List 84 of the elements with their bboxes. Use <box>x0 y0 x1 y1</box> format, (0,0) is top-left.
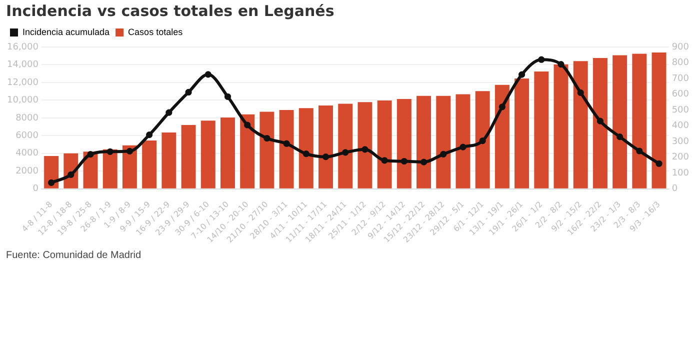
y-tick-label: 6000 <box>16 130 39 141</box>
y2-tick-label: 700 <box>672 74 690 84</box>
point <box>244 122 251 128</box>
y-tick-label: 4000 <box>16 148 39 159</box>
y2-tick-label: 500 <box>672 105 690 116</box>
point <box>420 158 428 166</box>
y2-tick-label: 300 <box>672 136 690 147</box>
point <box>126 148 134 154</box>
point <box>264 134 270 142</box>
point <box>400 158 408 165</box>
bar <box>200 120 216 188</box>
point <box>68 171 74 178</box>
point <box>518 71 526 78</box>
bar <box>298 108 314 188</box>
legend-label: Casos totales <box>128 26 184 37</box>
bar <box>475 91 490 188</box>
point <box>185 88 192 96</box>
bar <box>102 149 118 188</box>
y2-tick-label: 100 <box>672 168 690 178</box>
point <box>558 61 564 68</box>
y2-tick-label: 400 <box>672 121 690 132</box>
point <box>498 104 506 110</box>
y-tick-label: 16,000 <box>6 42 39 52</box>
bar <box>260 112 274 188</box>
bar <box>162 132 176 188</box>
bar <box>456 94 470 188</box>
bar <box>534 71 549 188</box>
y-tick-label: 12,000 <box>6 78 39 88</box>
y2-tick-label: 600 <box>672 90 690 100</box>
point <box>577 89 584 96</box>
bar <box>436 96 451 188</box>
point <box>166 109 172 116</box>
y2-tick-label: 0 <box>672 184 678 194</box>
point <box>342 149 349 156</box>
point <box>440 150 447 158</box>
bar <box>554 64 568 188</box>
y-tick-label: 0 <box>32 184 39 194</box>
bar <box>358 102 372 188</box>
point <box>381 157 388 164</box>
bar <box>279 110 294 188</box>
legend-label: Incidencia acumulada <box>22 26 110 37</box>
y-tick-label: 8000 <box>16 113 39 124</box>
y-tick-label: 10,000 <box>6 96 39 106</box>
point <box>146 131 153 138</box>
point <box>616 134 624 140</box>
bar <box>573 61 588 188</box>
bar <box>652 52 666 188</box>
bar <box>220 117 235 188</box>
y2-tick-label: 900 <box>672 42 690 52</box>
bar <box>338 104 353 188</box>
y-tick-label: 14,000 <box>6 60 39 70</box>
bar <box>612 55 628 188</box>
point <box>656 160 662 167</box>
point <box>106 148 114 155</box>
point <box>48 179 55 186</box>
point <box>538 56 545 63</box>
y2-tick-label: 200 <box>672 152 690 163</box>
bar <box>142 140 157 188</box>
point <box>283 140 290 147</box>
bar <box>416 96 432 188</box>
point <box>224 93 232 100</box>
bar <box>494 84 510 188</box>
bar <box>181 125 196 188</box>
bar <box>396 99 412 188</box>
point <box>636 148 643 154</box>
y2-tick-label: 800 <box>672 58 690 68</box>
bar <box>44 156 59 188</box>
point <box>87 151 94 158</box>
bar <box>240 114 255 188</box>
point <box>204 71 212 78</box>
point <box>302 150 310 158</box>
point <box>322 154 330 160</box>
point <box>460 144 466 150</box>
point <box>362 146 368 153</box>
bar <box>514 78 530 188</box>
point <box>596 118 604 124</box>
y-tick-label: 2000 <box>16 166 39 176</box>
bar <box>318 106 333 188</box>
bar <box>377 100 392 188</box>
point <box>479 137 486 144</box>
source-note: Fuente: Comunidad de Madrid <box>6 250 142 261</box>
bar <box>592 58 608 188</box>
bar <box>632 54 647 188</box>
chart-title: Incidencia vs casos totales en Leganés <box>6 2 334 20</box>
